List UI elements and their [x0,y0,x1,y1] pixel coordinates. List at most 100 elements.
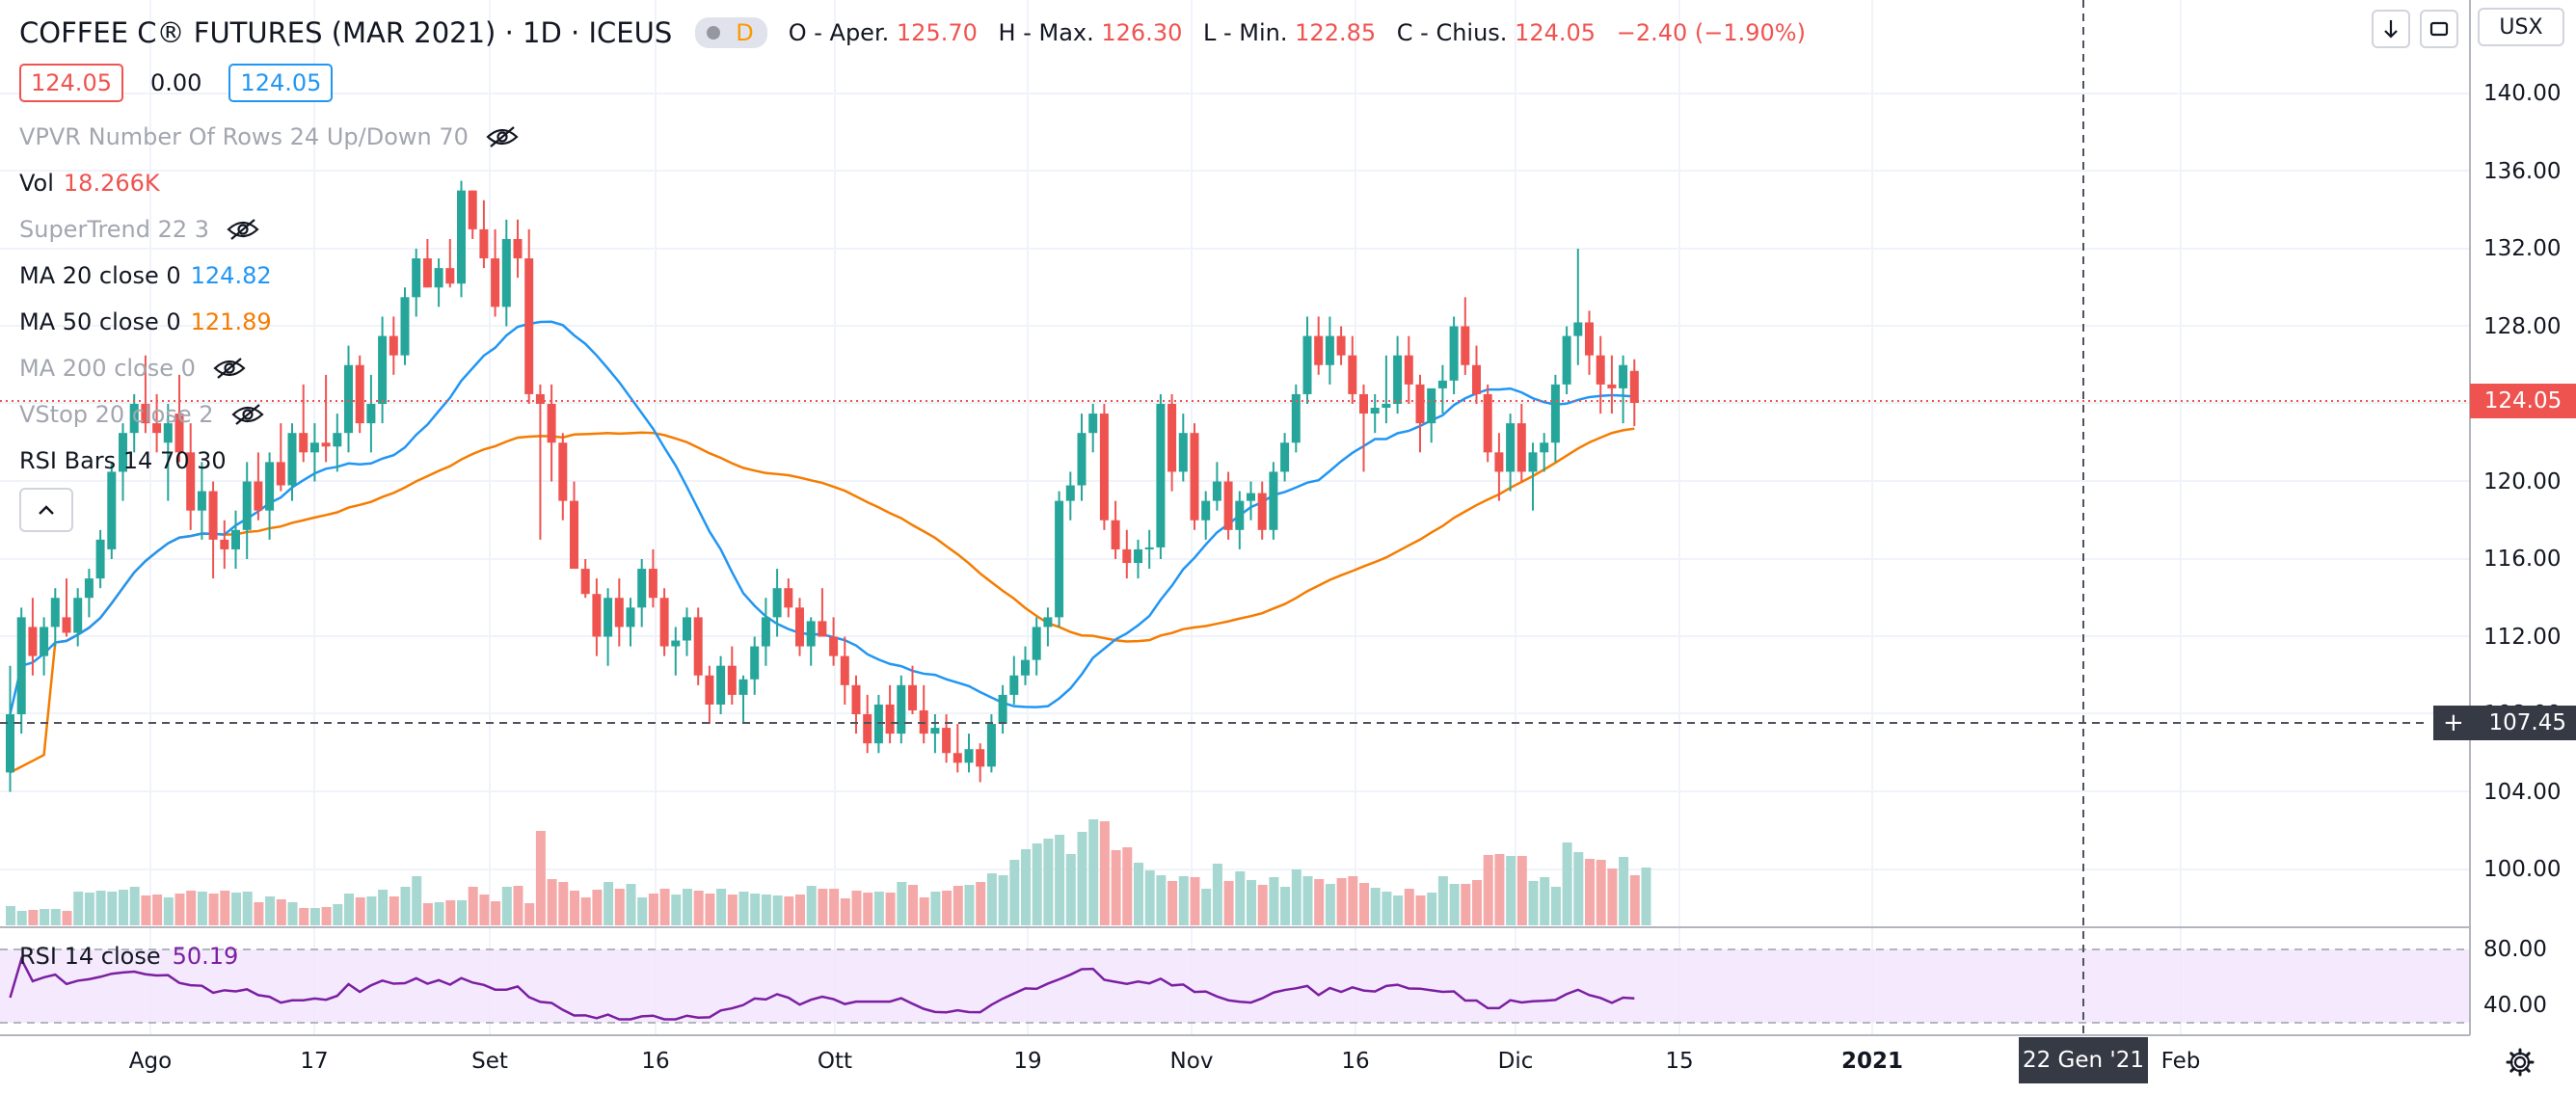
legend-rsi-bars-label: RSI Bars 14 70 30 [19,447,227,474]
volume-bar [1032,843,1042,925]
price-axis-label: 120.00 [2483,468,2562,494]
low-value: 122.85 [1295,19,1377,46]
volume-bar [524,903,535,925]
candle [309,423,319,482]
time-axis-label: Set [471,1049,508,1074]
candle [28,598,38,676]
candle [276,423,285,492]
currency-button[interactable]: USX [2478,8,2564,46]
volume-bar [1291,869,1301,925]
candle [1111,500,1120,559]
fullscreen-button[interactable] [2420,10,2458,48]
candle [1540,433,1549,472]
hidden-eye-icon[interactable] [486,125,519,148]
candle [1043,607,1053,647]
candle [1021,646,1030,685]
volume-bar [6,906,15,925]
volume-bar [287,902,298,925]
candle [851,675,861,734]
hidden-eye-icon[interactable] [227,218,259,241]
volume-bar [942,891,953,925]
candle [1370,393,1380,434]
volume-bar [434,902,444,925]
volume-bar [580,897,591,925]
plus-icon[interactable]: + [2443,708,2464,737]
candle [242,462,252,559]
volume-bar [163,897,174,925]
candle [1472,345,1481,404]
candle [840,636,849,705]
legend-volume[interactable]: Vol 18.266K [19,164,160,202]
buy-price-button[interactable]: 124.05 [228,64,334,102]
candle [434,258,443,307]
open-label: O - Aper. [788,19,890,46]
price-grid [0,93,2470,870]
download-button[interactable] [2372,10,2410,48]
candle [1134,539,1142,579]
volume-bar [400,887,411,925]
hidden-eye-icon[interactable] [213,357,246,380]
volume-bar [1607,868,1618,925]
volume-bar [1619,857,1629,925]
legend-rsi[interactable]: RSI 14 close 50.19 [19,943,238,970]
candle [468,190,477,239]
candle [95,529,105,589]
candle [524,228,534,404]
volume-bar [1122,847,1133,925]
volume-bar [1415,895,1426,925]
candle [659,588,669,656]
crosshair-date-tag: 22 Gen '21 [2019,1037,2148,1083]
candle [197,462,206,540]
candle [626,598,635,647]
open-value: 125.70 [896,19,978,46]
candle [535,384,545,540]
candle [366,374,376,453]
market-closed-dot-icon [707,26,721,40]
volume-bar [1562,842,1572,925]
legend-vpvr[interactable]: VPVR Number Of Rows 24 Up/Down 70 [19,118,519,156]
time-axis-label: Ago [128,1049,173,1074]
legend-ma50-label: MA 50 close 0 [19,308,181,335]
candle [265,452,275,540]
legend-supertrend[interactable]: SuperTrend 22 3 [19,210,259,249]
sell-price-button[interactable]: 124.05 [19,64,123,102]
candle [501,219,511,327]
crosshair-price-tag[interactable]: + 107.45 [2433,706,2576,740]
volume-bar [28,910,39,925]
price-axis-label: 100.00 [2483,857,2562,882]
volume-bar [422,903,433,925]
volume-bar [491,901,501,925]
volume-bar [1449,884,1460,925]
candle [129,393,139,453]
market-status-badge[interactable]: D [695,17,767,48]
candle [254,452,263,521]
symbol-title[interactable]: COFFEE C® FUTURES (MAR 2021) · 1D · ICEU… [19,16,673,49]
candle [208,481,218,579]
candle [1427,387,1436,443]
legend-ma200[interactable]: MA 200 close 0 [19,349,246,387]
volume-bar [1111,850,1121,925]
legend-vstop[interactable]: VStop 20 close 2 [19,395,264,434]
collapse-legend-button[interactable] [19,488,73,532]
candle [1302,316,1312,404]
price-axis-label: 40.00 [2483,993,2547,1018]
volume-bar [129,887,140,925]
volume-bar [1009,860,1020,925]
legend-ma20[interactable]: MA 20 close 0 124.82 [19,256,272,295]
volume-bar [378,890,389,925]
settings-button[interactable] [2501,1043,2539,1082]
volume-bar [716,889,727,925]
legend-vstop-label: VStop 20 close 2 [19,401,214,428]
hidden-eye-icon[interactable] [230,403,264,426]
volume-bar [750,894,761,925]
legend-rsi-bars[interactable]: RSI Bars 14 70 30 [19,441,227,480]
candle [1528,442,1538,511]
candle [671,627,681,676]
volume-bar [1550,887,1561,925]
volume-bar [1055,835,1065,925]
volume-bar [1269,877,1279,925]
candle [1573,249,1583,365]
legend-ma50[interactable]: MA 50 close 0 121.89 [19,303,272,341]
volume-bar [1461,884,1471,925]
